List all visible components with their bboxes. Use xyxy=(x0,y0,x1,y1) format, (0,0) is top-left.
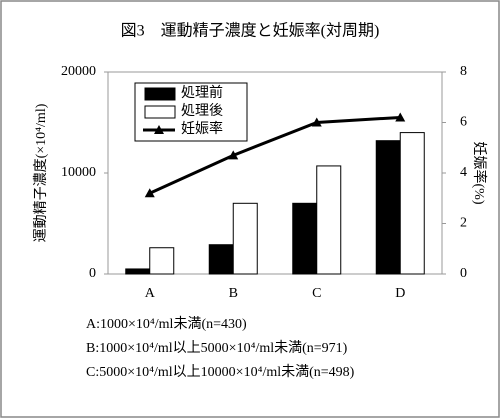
legend-swatch xyxy=(144,105,176,119)
y-tick-label: 10000 xyxy=(61,165,96,180)
bar xyxy=(399,132,425,275)
bar xyxy=(375,140,401,275)
y2-tick-label: 8 xyxy=(460,64,467,79)
line-marker xyxy=(228,150,239,160)
y2-tick-label: 6 xyxy=(460,115,467,130)
y-axis-label: 運動精子濃度(×10⁴/ml) xyxy=(33,103,49,242)
legend-label: 妊娠率 xyxy=(181,120,223,137)
y-tick-label: 20000 xyxy=(61,64,96,79)
y-tick-label: 0 xyxy=(89,266,96,281)
x-tick-label: B xyxy=(229,286,238,301)
x-tick-label: D xyxy=(395,286,405,301)
annotation: B:1000×10⁴/ml以上5000×10⁴/ml未満(n=971) xyxy=(86,340,348,356)
line xyxy=(149,115,401,195)
y2-tick-label: 0 xyxy=(460,266,467,281)
bar xyxy=(149,247,175,275)
annotation: C:5000×10⁴/ml以上10000×10⁴/ml未満(n=498) xyxy=(86,364,355,380)
legend-label: 処理後 xyxy=(181,103,223,119)
legend-marker xyxy=(154,125,164,134)
bar xyxy=(292,202,318,275)
line-marker xyxy=(311,117,322,127)
y2-tick-label: 2 xyxy=(460,216,467,231)
bar xyxy=(208,244,234,275)
annotation: A:1000×10⁴/ml未満(n=430) xyxy=(86,316,247,332)
line-marker xyxy=(395,112,406,122)
line-marker xyxy=(144,188,155,198)
y2-axis-label: 妊娠率(%) xyxy=(471,142,488,205)
x-tick-label: C xyxy=(312,286,321,301)
bar xyxy=(125,268,151,275)
legend-swatch xyxy=(144,87,176,101)
chart-title: 図3 運動精子濃度と妊娠率(対周期) xyxy=(121,22,380,40)
bar xyxy=(232,202,258,275)
bar xyxy=(316,165,342,275)
x-tick-label: A xyxy=(145,286,156,301)
y2-tick-label: 4 xyxy=(460,165,467,180)
legend-label: 処理前 xyxy=(181,84,223,101)
